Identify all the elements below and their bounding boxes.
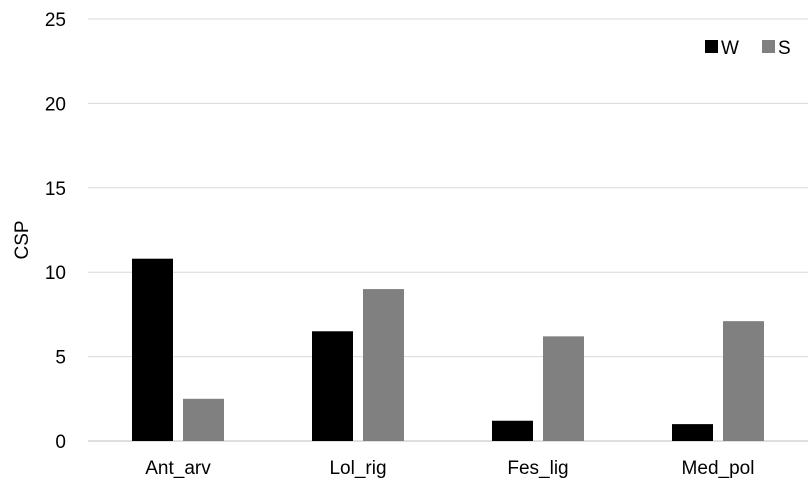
bar-W-Fes_lig	[492, 420, 533, 441]
y-tick-label: 25	[45, 10, 66, 31]
y-tick-label: 15	[45, 179, 66, 200]
x-tick-label: Fes_lig	[507, 458, 568, 479]
x-tick-label: Med_pol	[682, 458, 755, 479]
legend-swatch-W	[705, 40, 718, 53]
bar-S-Ant_arv	[183, 398, 224, 441]
bar-W-Med_pol	[672, 424, 713, 441]
legend-label: S	[778, 38, 791, 59]
y-tick-label: 10	[45, 263, 66, 284]
bar-S-Lol_rig	[363, 289, 404, 441]
y-tick-label: 5	[55, 348, 66, 369]
axes: 0 5 10 15 20 25 Ant_arv Lol_rig Fes_lig Med_pol	[45, 10, 755, 479]
y-tick-label: 0	[55, 432, 66, 453]
gridlines	[88, 18, 808, 442]
bars	[132, 258, 764, 441]
y-tick-label: 20	[45, 94, 66, 115]
bar-W-Ant_arv	[132, 258, 173, 441]
bar-S-Med_pol	[723, 321, 764, 441]
y-axis-title: CSP	[12, 220, 33, 259]
legend-label: W	[721, 38, 739, 59]
bar-W-Lol_rig	[312, 331, 353, 441]
x-tick-label: Lol_rig	[329, 458, 386, 479]
bar-S-Fes_lig	[543, 336, 584, 441]
x-tick-label: Ant_arv	[145, 458, 211, 479]
legend-swatch-S	[762, 40, 775, 53]
